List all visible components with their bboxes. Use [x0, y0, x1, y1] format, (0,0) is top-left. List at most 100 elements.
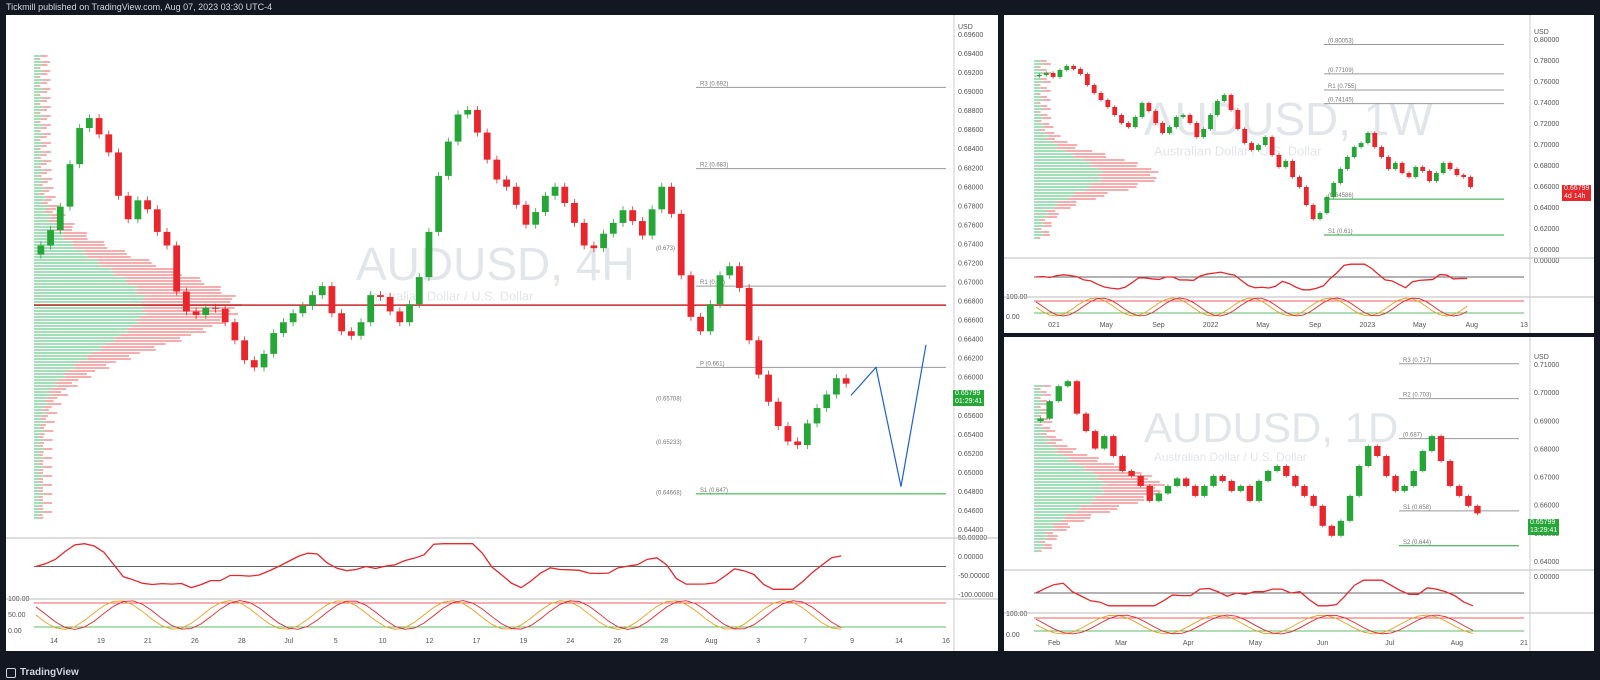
volume-profile-bar-down: [125, 280, 202, 282]
candle-body: [173, 245, 181, 292]
oscillator-1-tick: 0.00000: [958, 554, 983, 561]
x-axis: Feb Mar Apr May Jun Jul Aug 21: [1048, 640, 1528, 647]
candle-body: [396, 311, 404, 323]
oscillator-1-tick: -50.00000: [958, 573, 990, 580]
volume-profile-bar-up: [34, 112, 38, 114]
chart-panel-1d[interactable]: AUDUSD, 1D Australian Dollar / U.S. Dolla…: [1004, 337, 1594, 651]
volume-profile-bar-up: [1034, 60, 1041, 62]
candle-body: [1064, 66, 1070, 70]
candle-body: [648, 209, 656, 236]
volume-profile-bar-down: [46, 412, 58, 414]
candle-body: [1219, 475, 1226, 481]
volume-profile-bar-down: [40, 154, 47, 156]
volume-profile-bar-up: [34, 223, 57, 225]
volume-profile-bar-up: [34, 424, 41, 426]
x-tick-label: 2022: [1203, 322, 1219, 329]
volume-profile-bar-up: [1034, 499, 1095, 501]
watermark-description: Australian Dollar / U.S. Dollar: [1154, 144, 1322, 159]
y-tick-label: 0.60000: [1534, 247, 1559, 254]
pivot-level-label: (0.64586): [1328, 193, 1354, 199]
volume-profile-bar-up: [34, 157, 38, 159]
candle-body: [1173, 117, 1179, 127]
volume-profile-bar-down: [37, 58, 41, 60]
volume-profile-bar-up: [1034, 156, 1074, 158]
candle-body: [1474, 505, 1481, 514]
volume-profile-bar-up: [1034, 532, 1045, 534]
oscillator-2-tick: 100.00: [1006, 611, 1028, 618]
volume-profile-bar-down: [1065, 514, 1092, 516]
footer-brand: TradingView: [20, 667, 79, 678]
y-tick-label: 0.67600: [958, 222, 983, 229]
volume-profile-bar-down: [127, 283, 205, 285]
price-tag-1d: 0.65799 13:29:41: [1528, 519, 1560, 535]
x-tick-label: 28: [238, 638, 246, 645]
volume-profile-bar-down: [1065, 150, 1093, 152]
volume-profile-bar-down: [1041, 114, 1048, 116]
volume-profile-bar-up: [1034, 400, 1042, 402]
candle-body: [1146, 103, 1152, 111]
chart-panel-1w[interactable]: AUDUSD, 1W Australian Dollar / U.S. Dolla…: [1004, 15, 1594, 333]
volume-profile-bar-up: [1034, 144, 1058, 146]
volume-profile-bar-up: [1034, 448, 1058, 450]
volume-profile-bar-down: [41, 55, 48, 57]
stoch-k-line: [35, 600, 842, 630]
candle-body: [571, 203, 578, 223]
y-tick-label: 0.64600: [958, 508, 983, 515]
pivot-levels: (0.80053) (0.77109) R1 (0.755) (0.74145) (0.…: [1324, 39, 1504, 236]
candle-body: [299, 305, 307, 314]
volume-profile-bar-down: [43, 133, 51, 135]
volume-profile-bar-down: [1100, 180, 1155, 182]
volume-profile-bar-down: [1043, 99, 1051, 101]
volume-profile-bar-up: [34, 460, 40, 462]
candle-body: [37, 245, 45, 255]
volume-profile-bar-down: [1083, 159, 1125, 161]
watermark-symbol: AUDUSD, 4H: [356, 238, 635, 290]
volume-profile-bar-up: [1034, 234, 1043, 236]
y-tick-label: 0.66400: [958, 337, 983, 344]
candle-body: [668, 186, 675, 214]
volume-profile-bar-down: [1061, 520, 1085, 522]
volume-profile-bar-up: [1034, 69, 1041, 71]
volume-profile-bar-down: [1047, 535, 1058, 537]
volume-profile-bar-down: [43, 406, 52, 408]
volume-profile-bar-up: [34, 406, 44, 408]
volume-profile-bar-down: [125, 277, 201, 279]
volume-profile-bar-down: [98, 262, 152, 264]
candle-body: [1043, 73, 1049, 75]
y-tick-label: 0.64000: [1534, 205, 1559, 212]
volume-profile-bar-up: [34, 139, 38, 141]
volume-profile-bar-up: [1034, 87, 1042, 89]
volume-profile-bar-up: [1034, 123, 1043, 125]
volume-profile-bar-down: [1043, 544, 1052, 546]
pivot-level-label: P (0.661): [700, 361, 725, 367]
candle-body: [1146, 485, 1153, 501]
volume-profile-bar-down: [1040, 69, 1047, 71]
volume-profile-bar-up: [34, 322, 140, 324]
volume-profile-bar-up: [1034, 237, 1038, 239]
candle-body: [1255, 480, 1263, 501]
volume-profile-bar-down: [41, 415, 49, 417]
chart-panel-4h[interactable]: AUDUSD, 4H Australian Dollar / U.S. Dolla…: [6, 15, 998, 651]
candle-body: [1110, 436, 1117, 457]
y-tick-label: 0.67800: [958, 203, 983, 210]
volume-profile-bar-down: [1041, 400, 1047, 402]
candle-body: [289, 313, 297, 323]
y-tick-label: 0.66200: [958, 356, 983, 363]
volume-profile-bar-up: [34, 151, 44, 153]
watermark-symbol: AUDUSD, 1W: [1144, 93, 1433, 145]
volume-profile-bar-up: [34, 349, 101, 351]
candle-body: [1355, 465, 1363, 496]
volume-profile-bar-down: [41, 136, 47, 138]
volume-profile-bar-down: [43, 79, 51, 81]
volume-profile-bar-down: [1037, 415, 1042, 417]
volume-profile-bar-down: [39, 499, 44, 501]
x-tick-label: 26: [613, 638, 621, 645]
price-tag-1w-countdown: 4d 14h: [1564, 193, 1586, 200]
candle-body: [1037, 418, 1044, 422]
volume-profile-bar-down: [37, 157, 41, 159]
volume-profile-bar-down: [78, 361, 116, 363]
volume-profile-bar-up: [34, 490, 39, 492]
currency-label: USD: [1534, 354, 1549, 361]
